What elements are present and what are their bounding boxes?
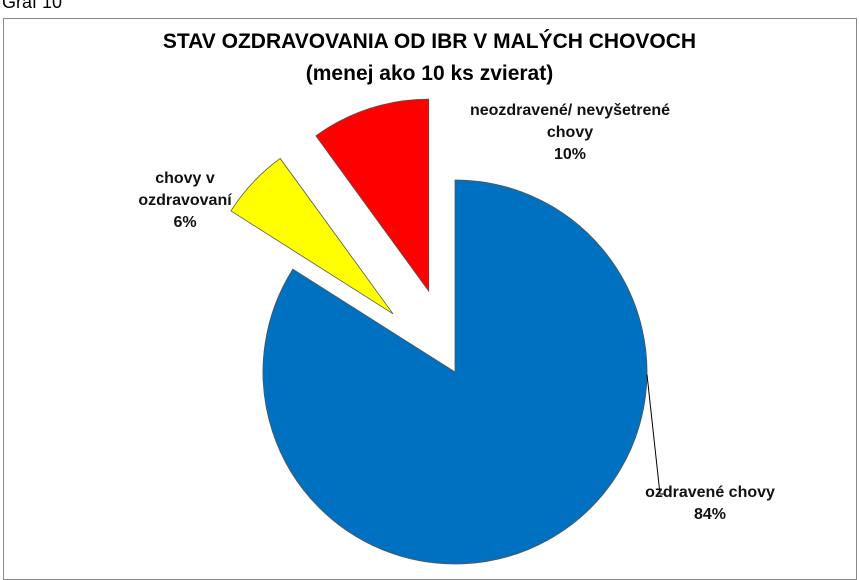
chart-title: STAV OZDRAVOVANIA OD IBR V MALÝCH CHOVOC… [162,30,697,53]
slice-value: 84% [693,506,727,523]
slice-name: neozdravené/ nevyšetrené chovy [469,102,671,141]
caption: Graf 10 [2,0,63,12]
slice-label: chovy v ozdravovaní 6% [130,168,240,234]
slice-value: 10% [553,146,587,163]
chart [230,98,665,565]
slice-name: chovy v ozdravovaní [138,170,232,209]
slice-name: ozdravené chovy [645,484,775,501]
leader-line [646,374,665,495]
pie-slice [230,157,394,315]
slice-label: ozdravené chovy 84% [625,482,795,526]
pie-slice [315,98,430,293]
chart-subtitle: (menej ako 10 ks zvierat) [305,62,554,85]
slice-label: neozdravené/ nevyšetrené chovy 10% [460,100,680,166]
pie-slice [262,179,648,565]
slice-value: 6% [173,214,197,231]
